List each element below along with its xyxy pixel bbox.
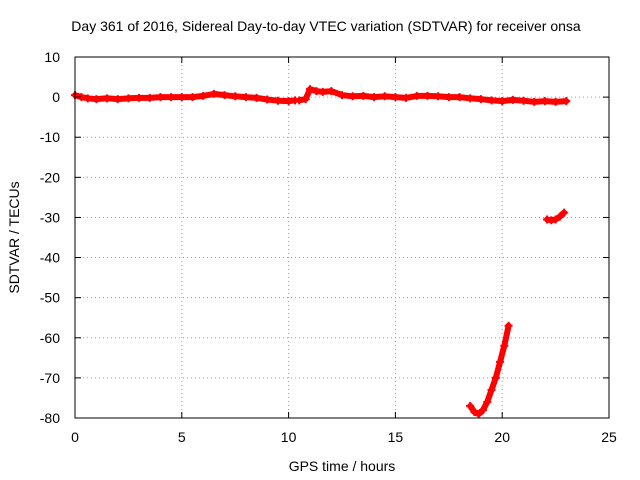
plot-frame: [74, 56, 610, 419]
data-point: [487, 96, 496, 105]
x-tick-label: 25: [601, 429, 617, 445]
data-point: [500, 341, 509, 350]
data-point: [135, 93, 144, 102]
data-point: [156, 93, 165, 102]
data-point: [263, 95, 272, 104]
data-point: [327, 87, 336, 96]
data-point: [124, 94, 133, 103]
y-axis-title: SDTVAR / TECUs: [6, 181, 22, 293]
data-series-1: [71, 89, 300, 106]
data-point: [167, 93, 176, 102]
data-point: [466, 401, 475, 410]
data-point: [402, 93, 411, 102]
data-point: [455, 93, 464, 102]
data-point: [241, 93, 250, 102]
data-point: [220, 91, 229, 100]
data-point: [508, 95, 517, 104]
data-point: [370, 93, 379, 102]
data-point: [252, 93, 261, 102]
data-point: [483, 397, 492, 406]
data-series: [71, 85, 571, 418]
axis-ticks: 0 5 10 15 20 25 10 0 -10 -20 -30 -40 -50 -60 -70 -80: [40, 49, 617, 445]
data-point: [498, 97, 507, 106]
data-point: [113, 95, 122, 104]
data-point: [444, 93, 453, 102]
data-point: [177, 93, 186, 102]
data-point: [199, 91, 208, 100]
data-point: [496, 357, 505, 366]
data-point: [530, 97, 539, 106]
data-point: [295, 96, 304, 105]
data-point: [476, 95, 485, 104]
data-point: [391, 93, 400, 102]
data-series-3: [466, 321, 513, 418]
chart-title: Day 361 of 2016, Sidereal Day-to-day VTE…: [71, 18, 581, 34]
data-point: [380, 92, 389, 101]
data-point: [478, 405, 487, 414]
data-point: [562, 97, 571, 106]
x-tick-label: 20: [494, 429, 510, 445]
data-series-4: [543, 208, 569, 225]
data-point: [338, 91, 346, 100]
data-point: [470, 407, 479, 416]
data-point: [83, 94, 92, 103]
data-point: [273, 96, 282, 105]
data-point: [491, 373, 500, 382]
y-tick-label: -20: [40, 169, 60, 185]
series-line: [467, 322, 512, 417]
data-point: [487, 385, 496, 394]
y-tick-label: -70: [40, 370, 60, 386]
data-point: [301, 95, 310, 104]
data-point: [555, 212, 564, 221]
data-point: [231, 92, 240, 101]
x-tick-label: 10: [281, 429, 297, 445]
y-tick-label: -10: [40, 129, 60, 145]
data-point: [412, 91, 421, 100]
data-series-2: [295, 85, 571, 106]
y-tick-label: -60: [40, 330, 60, 346]
data-point: [103, 94, 112, 103]
data-point: [92, 95, 101, 104]
data-point: [474, 409, 483, 418]
data-point: [359, 91, 368, 100]
x-tick-label: 15: [388, 429, 404, 445]
data-point: [434, 92, 443, 101]
data-point: [145, 93, 154, 102]
data-point: [551, 97, 560, 106]
gridlines: [75, 57, 609, 418]
series-line: [296, 86, 570, 105]
x-tick-label: 5: [178, 429, 186, 445]
data-point: [209, 89, 218, 98]
y-tick-label: -30: [40, 209, 60, 225]
data-point: [551, 215, 560, 224]
y-tick-label: -50: [40, 290, 60, 306]
data-point: [423, 91, 432, 100]
data-point: [504, 321, 513, 330]
data-point: [318, 87, 327, 96]
data-point: [188, 93, 197, 102]
y-tick-label: -80: [40, 410, 60, 426]
data-point: [305, 85, 314, 94]
data-point: [560, 208, 569, 217]
y-tick-label: 10: [44, 49, 60, 65]
y-tick-label: 0: [52, 89, 60, 105]
data-point: [540, 97, 549, 106]
y-tick-label: -40: [40, 250, 60, 266]
data-point: [466, 94, 475, 103]
x-tick-label: 0: [71, 429, 79, 445]
data-point: [519, 96, 528, 105]
x-axis-title: GPS time / hours: [289, 458, 396, 474]
data-point: [348, 92, 357, 101]
